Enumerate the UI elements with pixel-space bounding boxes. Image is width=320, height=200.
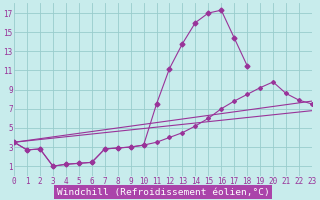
X-axis label: Windchill (Refroidissement éolien,°C): Windchill (Refroidissement éolien,°C) bbox=[57, 188, 269, 197]
